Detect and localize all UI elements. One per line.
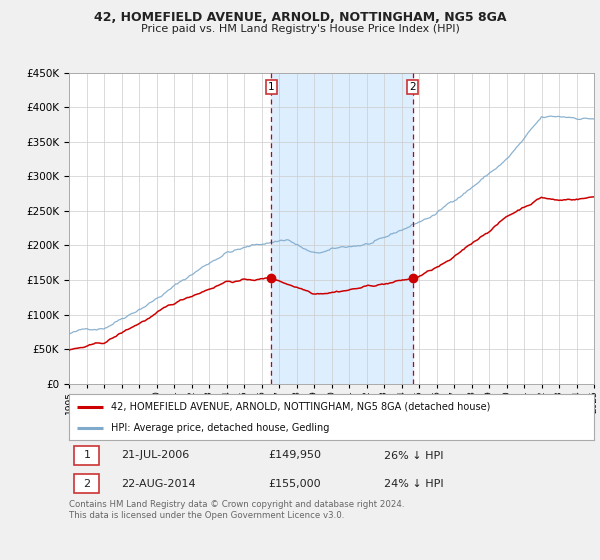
Text: 24% ↓ HPI: 24% ↓ HPI [384,479,443,489]
Text: Price paid vs. HM Land Registry's House Price Index (HPI): Price paid vs. HM Land Registry's House … [140,24,460,34]
Text: £149,950: £149,950 [269,450,322,460]
Text: 26% ↓ HPI: 26% ↓ HPI [384,450,443,460]
FancyBboxPatch shape [74,446,100,465]
Text: 1: 1 [83,450,91,460]
Bar [271,73,413,384]
Text: HPI: Average price, detached house, Gedling: HPI: Average price, detached house, Gedl… [111,423,329,433]
Text: 42, HOMEFIELD AVENUE, ARNOLD, NOTTINGHAM, NG5 8GA (detached house): 42, HOMEFIELD AVENUE, ARNOLD, NOTTINGHAM… [111,402,490,412]
Text: 22-AUG-2014: 22-AUG-2014 [121,479,196,489]
Text: 2: 2 [409,82,416,92]
Text: 1: 1 [268,82,274,92]
Text: Contains HM Land Registry data © Crown copyright and database right 2024.
This d: Contains HM Land Registry data © Crown c… [69,500,404,520]
FancyBboxPatch shape [74,474,100,493]
Text: 21-JUL-2006: 21-JUL-2006 [121,450,190,460]
Text: £155,000: £155,000 [269,479,321,489]
Text: 2: 2 [83,479,91,489]
Text: 42, HOMEFIELD AVENUE, ARNOLD, NOTTINGHAM, NG5 8GA: 42, HOMEFIELD AVENUE, ARNOLD, NOTTINGHAM… [94,11,506,24]
